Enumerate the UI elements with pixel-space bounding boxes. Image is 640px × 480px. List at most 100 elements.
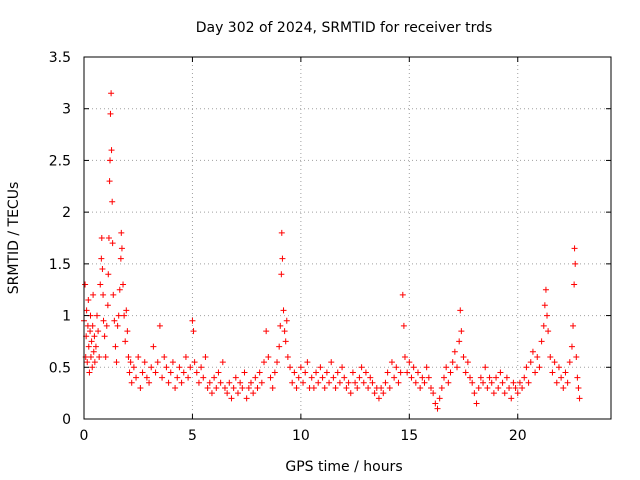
data-point [107, 110, 114, 117]
data-point [256, 369, 263, 376]
y-tick-label: 2.5 [49, 153, 71, 169]
data-point [206, 379, 213, 386]
data-point [120, 281, 127, 288]
data-point [297, 364, 304, 371]
y-tick-label: 0 [62, 412, 71, 428]
data-point [427, 384, 434, 391]
data-point [451, 348, 458, 355]
data-point [421, 379, 428, 386]
data-point [434, 405, 441, 412]
data-point [503, 374, 510, 381]
data-point [514, 390, 521, 397]
data-point [352, 379, 359, 386]
data-point [328, 359, 335, 366]
data-point [237, 379, 244, 386]
data-point [438, 384, 445, 391]
data-point [536, 364, 543, 371]
data-point [417, 384, 424, 391]
data-point [454, 364, 461, 371]
data-point [289, 379, 296, 386]
data-point [534, 353, 541, 360]
data-point [139, 369, 146, 376]
data-point [541, 302, 548, 309]
data-point [163, 364, 170, 371]
data-point [130, 364, 137, 371]
data-point [449, 359, 456, 366]
data-point [189, 317, 196, 324]
data-point [425, 374, 432, 381]
x-tick-label: 20 [509, 428, 527, 444]
x-tick-label: 10 [292, 428, 310, 444]
chart-title: Day 302 of 2024, SRMTID for receiver trd… [196, 20, 493, 36]
data-point [570, 322, 577, 329]
data-point [441, 374, 448, 381]
data-point [265, 353, 272, 360]
data-point [198, 364, 205, 371]
data-point [477, 374, 484, 381]
data-point [91, 359, 98, 366]
data-point [493, 374, 500, 381]
data-point [462, 369, 469, 376]
data-points [81, 90, 583, 412]
data-point [107, 157, 114, 164]
data-point [187, 364, 194, 371]
data-point [200, 374, 207, 381]
data-point [568, 343, 575, 350]
data-point [94, 312, 101, 319]
data-point [161, 353, 168, 360]
data-point [82, 281, 89, 288]
data-point [283, 317, 290, 324]
data-point [159, 374, 166, 381]
data-point [191, 359, 198, 366]
data-point [224, 390, 231, 397]
data-point [128, 379, 135, 386]
data-point [95, 328, 102, 335]
x-tick-label: 15 [400, 428, 418, 444]
data-point [460, 353, 467, 360]
data-point [323, 369, 330, 376]
data-point [96, 353, 103, 360]
data-point [358, 364, 365, 371]
data-point [490, 390, 497, 397]
data-point [109, 198, 116, 205]
data-point [86, 369, 93, 376]
data-point [99, 266, 106, 273]
plot-frame [83, 56, 612, 420]
data-point [90, 291, 97, 298]
data-point [300, 379, 307, 386]
data-point [414, 369, 421, 376]
data-point [110, 291, 117, 298]
data-point [261, 359, 268, 366]
data-point [519, 384, 526, 391]
data-point [447, 369, 454, 376]
data-point [176, 364, 183, 371]
data-point [135, 353, 142, 360]
data-point [436, 395, 443, 402]
data-point [85, 297, 92, 304]
data-point [538, 338, 545, 345]
data-point [123, 307, 130, 314]
data-point [87, 353, 94, 360]
data-point [432, 400, 439, 407]
y-tick-label: 1.5 [49, 257, 71, 273]
data-point [113, 359, 120, 366]
data-point [319, 374, 326, 381]
data-point [388, 359, 395, 366]
data-point [343, 384, 350, 391]
data-point [386, 384, 393, 391]
data-point [152, 369, 159, 376]
data-point [423, 364, 430, 371]
data-point [380, 390, 387, 397]
data-point [527, 359, 534, 366]
data-point [497, 369, 504, 376]
data-point [341, 374, 348, 381]
data-point [221, 384, 228, 391]
data-point [564, 379, 571, 386]
data-point [217, 379, 224, 386]
data-point [118, 229, 125, 236]
data-point [228, 395, 235, 402]
data-point [182, 353, 189, 360]
data-point [315, 379, 322, 386]
data-point [252, 374, 259, 381]
data-point [97, 281, 104, 288]
